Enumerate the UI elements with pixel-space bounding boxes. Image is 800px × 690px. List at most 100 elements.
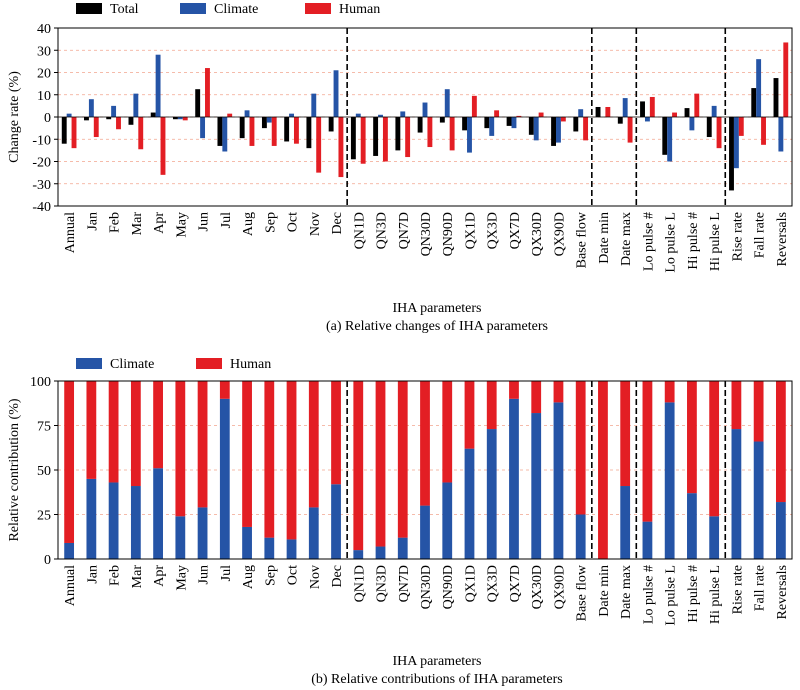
x-tick-label-date-min: Date min [597, 212, 612, 264]
bar-human-qx1d [471, 95, 477, 117]
x-tick-label-qn1d: QN1D [352, 565, 367, 602]
bar-total-lo-pulse-l [662, 117, 668, 155]
bar-climate-base-flow [578, 109, 584, 117]
bar-human-apr [160, 117, 166, 175]
bar-climate-date-max [620, 486, 631, 559]
legend-swatch-human [305, 3, 331, 14]
x-tick-label-apr: Apr [152, 565, 167, 587]
bar-human-fall-rate [753, 381, 764, 442]
bar-total-date-max [617, 117, 623, 124]
bar-human-qx3d [486, 381, 497, 430]
x-tick-label-reversals: Reversals [775, 565, 790, 619]
bar-climate-jan [88, 99, 94, 117]
bar-human-lo-pulse-l [672, 112, 677, 117]
bar-human-dec [331, 381, 341, 485]
bar-human-annual [71, 117, 77, 149]
bar-climate-qn30d [422, 102, 428, 117]
bar-human-annual [64, 381, 75, 543]
bar-climate-jun [200, 117, 206, 139]
bar-human-reversals [775, 381, 786, 503]
y-tick-label: -30 [32, 178, 51, 193]
x-tick-labels-b: Annual Jan Feb Mar Apr May Jun Jul Aug Sep Oct Nov D… [63, 564, 790, 626]
x-tick-label-rise-rate: Rise rate [730, 565, 745, 614]
y-axis-b: 0 25 50 75 100 [30, 375, 58, 568]
bar-human-qn30d [420, 381, 430, 506]
bar-climate-hi-pulse-l [711, 105, 717, 118]
bar-climate-jan [86, 478, 97, 559]
x-tick-label-dec: Dec [330, 565, 345, 588]
bar-human-qx90d [560, 117, 566, 122]
bar-climate-apr [155, 54, 161, 117]
x-tick-label-feb: Feb [108, 565, 123, 586]
bar-human-aug [242, 381, 252, 527]
y-axis-title-a: Change rate (%) [7, 71, 22, 163]
bar-climate-qx7d [511, 117, 517, 129]
legend-a: Total Climate Human [76, 2, 380, 17]
bar-climate-mar [133, 93, 139, 117]
bar-climate-qx30d [531, 413, 542, 559]
panel-a-relative-changes: Total Climate Human -40 -30 -20 -10 0 10 20 30 4… [7, 2, 793, 334]
bar-human-qx1d [464, 381, 475, 449]
bar-total-qn90d [439, 117, 445, 123]
bar-climate-qn3d [375, 546, 386, 559]
x-tick-label-qn30d: QN30D [419, 212, 434, 256]
x-tick-label-qx3d: QX3D [486, 212, 501, 249]
bar-human-nov [316, 117, 322, 173]
y-tick-label: 10 [37, 89, 51, 104]
legend-swatch-climate [180, 3, 206, 14]
x-tick-label-nov: Nov [308, 565, 323, 589]
bar-total-qx30d [528, 117, 534, 135]
bar-total-qx90d [551, 117, 556, 146]
bar-total-qn7d [395, 117, 401, 151]
bar-climate-jul [222, 117, 228, 152]
bar-total-qx3d [484, 117, 490, 129]
y-tick-label: 100 [30, 375, 51, 390]
bar-human-qx7d [509, 381, 519, 399]
bar-climate-oct [289, 113, 294, 117]
legend-label-total: Total [110, 2, 139, 17]
bar-climate-rise-rate [733, 117, 739, 169]
bar-climate-qn1d [355, 113, 361, 117]
bar-total-dec [328, 117, 334, 132]
bar-human-jun [205, 68, 210, 117]
bar-climate-qx90d [553, 402, 564, 559]
legend-b: Climate Human [76, 357, 271, 372]
x-tick-label-annual: Annual [63, 565, 78, 606]
bar-climate-annual [64, 542, 75, 559]
bar-human-qx30d [531, 381, 542, 414]
x-tick-label-hi-pulse-num: Hi pulse # [686, 212, 701, 270]
bar-climate-feb [108, 482, 119, 559]
x-tick-label-date-max: Date max [619, 565, 634, 619]
bar-climate-qx3d [489, 117, 495, 136]
bar-human-hi-pulse-l [716, 117, 722, 149]
bar-climate-qx90d [556, 117, 561, 143]
legend-label-climate: Climate [214, 2, 258, 17]
bar-total-fall-rate [751, 88, 757, 117]
bar-human-lo-pulse-l [664, 381, 675, 403]
x-tick-label-qx1d: QX1D [463, 212, 478, 249]
bar-total-nov [306, 117, 312, 149]
x-tick-label-qn90d: QN90D [441, 565, 456, 609]
x-tick-label-qx3d: QX3D [486, 565, 501, 602]
bar-human-qn90d [442, 381, 453, 483]
x-tick-label-hi-pulse-num: Hi pulse # [686, 565, 701, 623]
caption-b: (b) Relative contributions of IHA parame… [311, 672, 563, 687]
x-tick-labels-a: Annual Jan Feb Mar Apr May Jun Jul Aug Sep Oct Nov D… [63, 211, 790, 273]
bar-climate-reversals [778, 117, 784, 152]
bar-climate-may [177, 117, 183, 120]
bar-total-jan [84, 117, 89, 121]
x-tick-label-sep: Sep [263, 565, 278, 586]
bar-climate-annual [66, 113, 72, 117]
bar-human-qn30d [427, 117, 433, 148]
bars-a [58, 42, 792, 191]
bar-total-qn1d [350, 117, 356, 160]
x-tick-label-date-max: Date max [619, 212, 634, 266]
bars-b [64, 381, 786, 559]
bar-climate-hi-pulse-num [687, 493, 697, 559]
legend-label-climate-b: Climate [110, 357, 154, 372]
bar-human-qn3d [375, 381, 386, 547]
bar-human-may [175, 381, 186, 517]
bar-human-sep [271, 117, 277, 146]
y-tick-label: 50 [37, 464, 51, 479]
